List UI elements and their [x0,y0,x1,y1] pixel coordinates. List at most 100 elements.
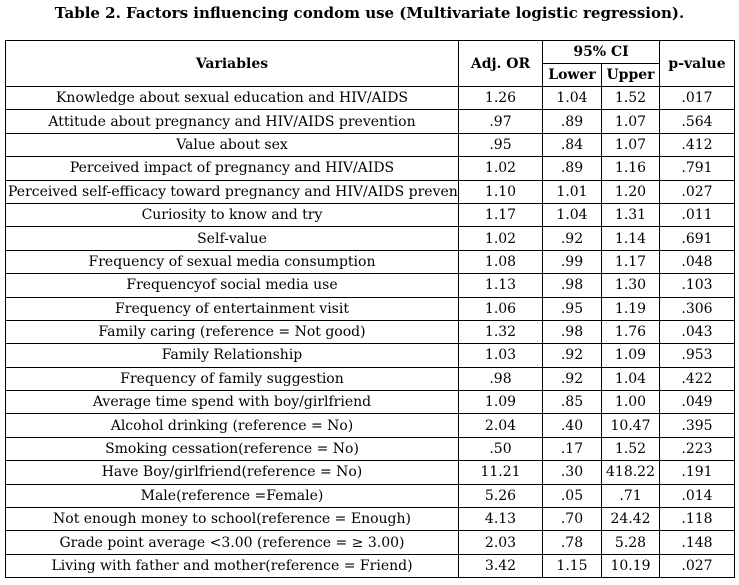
cell-p-value: .412 [659,132,736,158]
cell-p-value: .017 [659,85,736,111]
cell-ci-lower: .98 [542,319,602,345]
cell-ci-lower: .89 [542,156,602,181]
cell-ci-lower: .30 [542,460,602,485]
cell-ci-lower: 1.15 [542,553,602,579]
cell-adj-or: 1.10 [458,179,543,204]
cell-ci-upper: 1.16 [600,156,661,181]
cell-p-value: .191 [659,460,736,485]
cell-variable: Knowledge about sexual education and HIV… [5,85,459,111]
cell-adj-or: 1.13 [458,273,543,298]
cell-ci-lower: 1.04 [542,202,602,228]
header-p-value: p-value [659,40,736,87]
table-row: Family caring (reference = Not good) 1.32… [5,319,736,345]
cell-ci-upper: 1.76 [600,319,661,345]
cell-adj-or: .97 [458,109,543,134]
cell-p-value: .564 [659,109,736,134]
cell-p-value: .306 [659,296,736,321]
cell-ci-lower: .98 [542,273,602,298]
header-lower: Lower [542,63,602,87]
cell-variable: Male(reference =Female) [5,483,459,509]
cell-ci-lower: 1.01 [542,179,602,204]
cell-variable: Living with father and mother(reference … [5,553,459,579]
cell-adj-or: 1.06 [458,296,543,321]
cell-p-value: .118 [659,507,736,532]
cell-ci-lower: .84 [542,132,602,158]
cell-p-value: .148 [659,530,736,555]
table-row: Frequency of sexual media consumption 1.0… [5,249,736,275]
cell-ci-upper: 1.30 [600,273,661,298]
cell-ci-upper: 1.14 [600,226,661,251]
cell-adj-or: 1.08 [458,249,543,275]
cell-adj-or: .50 [458,436,543,462]
cell-p-value: .953 [659,343,736,368]
cell-adj-or: 1.32 [458,319,543,345]
cell-variable: Not enough money to school(reference = E… [5,507,459,532]
cell-p-value: .027 [659,179,736,204]
table-row: Male(reference =Female) 5.26.05.71.014 [5,483,736,509]
cell-variable: Average time spend with boy/girlfriend [5,390,459,415]
table-row: Knowledge about sexual education and HIV… [5,85,736,111]
cell-adj-or: 1.17 [458,202,543,228]
header-adj-or: Adj. OR [458,40,543,87]
cell-ci-upper: 10.47 [600,413,661,438]
table-row: Family Relationship 1.03.92 1.09.953 [5,343,736,368]
cell-ci-lower: .99 [542,249,602,275]
cell-ci-upper: 1.52 [600,436,661,462]
cell-adj-or: 2.03 [458,530,543,555]
cell-ci-upper: 1.19 [600,296,661,321]
cell-ci-lower: .92 [542,343,602,368]
cell-ci-lower: .05 [542,483,602,509]
cell-variable: Curiosity to know and try [5,202,459,228]
table-row: Alcohol drinking (reference = No) 2.04.40… [5,413,736,438]
cell-p-value: .048 [659,249,736,275]
cell-ci-lower: .70 [542,507,602,532]
cell-p-value: .691 [659,226,736,251]
cell-p-value: .011 [659,202,736,228]
cell-ci-lower: .78 [542,530,602,555]
table-row: Self-value 1.02.92 1.14.691 [5,226,736,251]
cell-ci-upper: 1.04 [600,366,661,392]
cell-adj-or: 1.03 [458,343,543,368]
cell-variable: Frequencyof social media use [5,273,459,298]
cell-ci-upper: 1.07 [600,132,661,158]
cell-ci-upper: 1.31 [600,202,661,228]
cell-variable: Self-value [5,226,459,251]
cell-variable: Frequency of family suggestion [5,366,459,392]
cell-variable: Frequency of entertainment visit [5,296,459,321]
cell-variable: Grade point average <3.00 (reference = ≥… [5,530,459,555]
cell-ci-upper: 1.09 [600,343,661,368]
cell-adj-or: 11.21 [458,460,543,485]
table-row: Have Boy/girlfriend(reference = No) 11.21… [5,460,736,485]
cell-adj-or: 2.04 [458,413,543,438]
cell-variable: Value about sex [5,132,459,158]
table-row: Attitude about pregnancy and HIV/AIDS pr… [5,109,736,134]
cell-p-value: .422 [659,366,736,392]
table-row: Living with father and mother(reference … [5,553,736,579]
cell-adj-or: 1.02 [458,156,543,181]
cell-adj-or: 5.26 [458,483,543,509]
table-caption: Table 2. Factors influencing condom use … [54,4,685,22]
table-row: Frequency of entertainment visit 1.06.95 1… [5,296,736,321]
table-row: Perceived impact of pregnancy and HIV/AI… [5,156,736,181]
cell-variable: Perceived impact of pregnancy and HIV/AI… [5,156,459,181]
table-row: Grade point average <3.00 (reference = ≥… [5,530,736,555]
cell-variable: Family caring (reference = Not good) [5,319,459,345]
cell-ci-upper: 5.28 [600,530,661,555]
cell-ci-upper: 10.19 [600,553,661,579]
cell-ci-upper: 1.00 [600,390,661,415]
cell-ci-upper: 24.42 [600,507,661,532]
cell-adj-or: 4.13 [458,507,543,532]
table-row: Curiosity to know and try 1.17 1.04 1.31.01… [5,202,736,228]
cell-adj-or: 1.02 [458,226,543,251]
cell-p-value: .049 [659,390,736,415]
cell-ci-lower: .89 [542,109,602,134]
cell-p-value: .395 [659,413,736,438]
cell-ci-upper: 1.20 [600,179,661,204]
cell-adj-or: 1.26 [458,85,543,111]
cell-ci-lower: 1.04 [542,85,602,111]
table-row: Frequencyof social media use 1.13.98 1.30.… [5,273,736,298]
cell-p-value: .223 [659,436,736,462]
cell-ci-upper: 418.22 [600,460,661,485]
table-row: Not enough money to school(reference = E… [5,507,736,532]
results-table: Variables Adj. OR 95% CI p-value Lower U… [5,40,736,579]
